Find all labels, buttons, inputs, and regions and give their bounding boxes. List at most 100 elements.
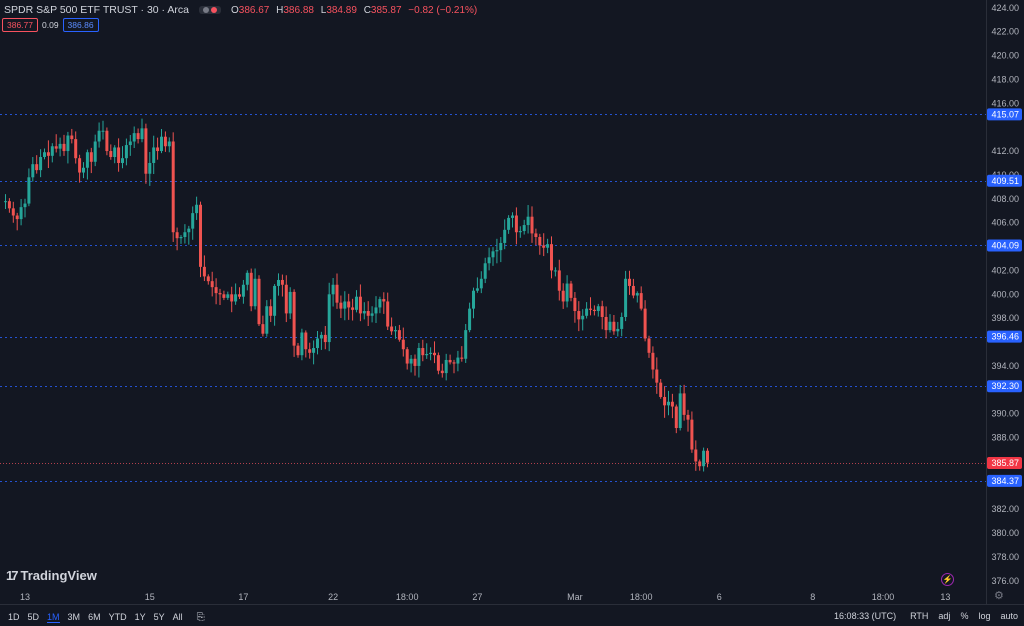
alert-price-tag[interactable] [987,330,1022,343]
candle-body[interactable] [522,225,526,232]
candle-body[interactable] [206,276,210,282]
candle-body[interactable] [557,270,561,291]
candle-body[interactable] [89,152,93,162]
candle-body[interactable] [128,141,132,146]
candle-body[interactable] [604,316,608,331]
lightning-icon[interactable]: ⚡ [941,573,954,586]
candle-body[interactable] [121,158,124,163]
candle-body[interactable] [7,201,11,209]
candle-body[interactable] [495,250,499,252]
candle-body[interactable] [592,309,596,312]
candle-body[interactable] [670,401,674,407]
sell-button[interactable]: 386.77 [2,18,38,32]
candle-body[interactable] [425,354,429,356]
candle-body[interactable] [58,143,62,149]
settings-gear-icon[interactable]: ⚙ [994,590,1004,602]
candle-body[interactable] [308,349,312,353]
candle-body[interactable] [179,237,183,239]
candle-body[interactable] [101,130,105,132]
visibility-toggle[interactable] [198,6,221,14]
candle-body[interactable] [433,352,436,356]
candle-body[interactable] [241,284,245,297]
candle-body[interactable] [667,401,670,406]
candle-body[interactable] [156,147,160,152]
candle-body[interactable] [514,215,518,233]
candle-body[interactable] [54,146,58,149]
alert-price-tag[interactable] [987,474,1022,487]
range-1m[interactable]: 1M [47,611,60,623]
alert-price-tag[interactable] [987,380,1022,393]
candle-body[interactable] [312,348,316,353]
candle-body[interactable] [386,301,390,327]
buy-button[interactable]: 386.86 [62,18,99,32]
candle-body[interactable] [343,301,347,309]
range-1y[interactable]: 1Y [134,612,146,622]
candle-body[interactable] [273,285,277,316]
symbol-title[interactable]: SPDR S&P 500 ETF TRUST · 30 · Arca [4,4,189,16]
candle-body[interactable] [472,290,475,309]
candle-body[interactable] [183,232,187,237]
candle-body[interactable] [452,362,456,364]
candle-body[interactable] [491,251,495,258]
candle-body[interactable] [46,152,50,156]
go-to-date-icon[interactable]: ⎘ [196,611,205,623]
candle-body[interactable] [397,330,401,340]
candle-body[interactable] [4,201,7,203]
candle-body[interactable] [152,147,156,163]
candle-body[interactable] [483,263,487,279]
range-all[interactable]: All [172,612,183,622]
candle-body[interactable] [238,294,241,297]
candle-body[interactable] [577,311,581,320]
candle-body[interactable] [187,228,191,233]
candle-body[interactable] [82,167,85,173]
candle-body[interactable] [702,450,706,467]
percent-toggle[interactable]: % [960,611,969,621]
candle-body[interactable] [499,242,503,251]
candle-body[interactable] [358,296,362,314]
candle-body[interactable] [191,213,195,229]
candle-body[interactable] [409,358,413,364]
candle-body[interactable] [698,461,702,467]
candle-body[interactable] [50,146,54,156]
candle-body[interactable] [370,313,374,316]
candle-body[interactable] [511,215,514,218]
candle-body[interactable] [257,278,261,325]
candle-body[interactable] [265,306,269,334]
candle-body[interactable] [382,299,386,302]
candle-body[interactable] [124,145,128,159]
candle-body[interactable] [366,311,370,316]
candle-body[interactable] [175,232,179,239]
candle-body[interactable] [117,147,121,163]
range-1d[interactable]: 1D [8,612,20,622]
candle-body[interactable] [269,306,273,316]
candle-body[interactable] [444,359,448,374]
candle-body[interactable] [78,158,82,173]
candle-body[interactable] [11,208,15,216]
candle-body[interactable] [249,272,253,307]
candle-body[interactable] [405,349,409,364]
candle-body[interactable] [210,281,214,288]
candle-body[interactable] [694,449,698,462]
candle-body[interactable] [132,133,136,142]
candle-body[interactable] [706,450,709,463]
tradingview-logo[interactable]: 17 TradingView [6,568,97,583]
candle-body[interactable] [663,396,667,406]
candle-body[interactable] [581,315,585,320]
candle-body[interactable] [23,203,27,208]
candle-body[interactable] [503,229,507,243]
candle-body[interactable] [674,406,678,429]
candle-body[interactable] [347,301,351,308]
candle-body[interactable] [608,321,612,331]
range-5d[interactable]: 5D [27,612,40,622]
candle-body[interactable] [331,284,335,295]
candle-body[interactable] [280,279,284,285]
range-5y[interactable]: 5Y [153,612,165,622]
candle-body[interactable] [686,414,690,420]
candle-body[interactable] [35,164,39,171]
candle-body[interactable] [538,237,542,246]
log-toggle[interactable]: log [978,611,991,621]
candle-body[interactable] [113,147,117,158]
candle-body[interactable] [394,330,397,332]
alert-price-tag[interactable] [987,174,1022,187]
